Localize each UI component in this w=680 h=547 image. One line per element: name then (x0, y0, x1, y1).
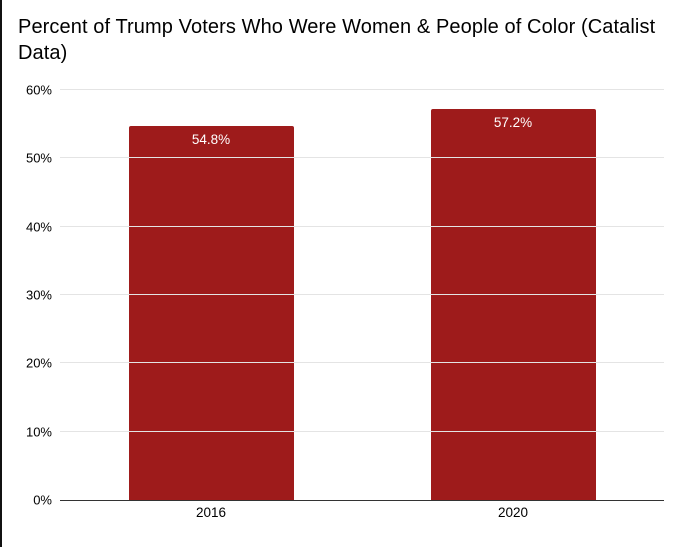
gridline (60, 430, 664, 432)
gridline (60, 362, 664, 364)
bar-2016: 54.8% (128, 125, 294, 500)
y-axis-labels: 0% 10% 20% 30% 40% 50% 60% (14, 84, 52, 507)
bar-column-2016: 54.8% (128, 90, 294, 500)
gridline (60, 157, 664, 159)
x-axis-labels: 2016 2020 (60, 505, 664, 520)
chart-title: Percent of Trump Voters Who Were Women &… (18, 16, 656, 65)
plot-area: 54.8% 57.2% (60, 89, 664, 501)
y-tick-label: 20% (25, 355, 52, 371)
bar-2020: 57.2% (430, 109, 596, 500)
x-category-label: 2016 (195, 505, 227, 520)
bar-value-label: 54.8% (191, 131, 231, 147)
y-tick-label: 40% (25, 219, 52, 235)
gridline (60, 225, 664, 227)
gridline (60, 294, 664, 295)
bars-row: 54.8% 57.2% (60, 90, 664, 500)
y-tick-label: 60% (25, 82, 52, 98)
x-category-label: 2020 (497, 505, 529, 520)
y-tick-label: 0% (33, 492, 52, 508)
y-tick-label: 10% (25, 424, 52, 440)
bar-value-label: 57.2% (493, 115, 533, 131)
gridline (60, 89, 664, 90)
y-tick-label: 50% (25, 150, 52, 166)
bar-column-2020: 57.2% (430, 90, 596, 500)
y-tick-label: 30% (25, 287, 52, 303)
